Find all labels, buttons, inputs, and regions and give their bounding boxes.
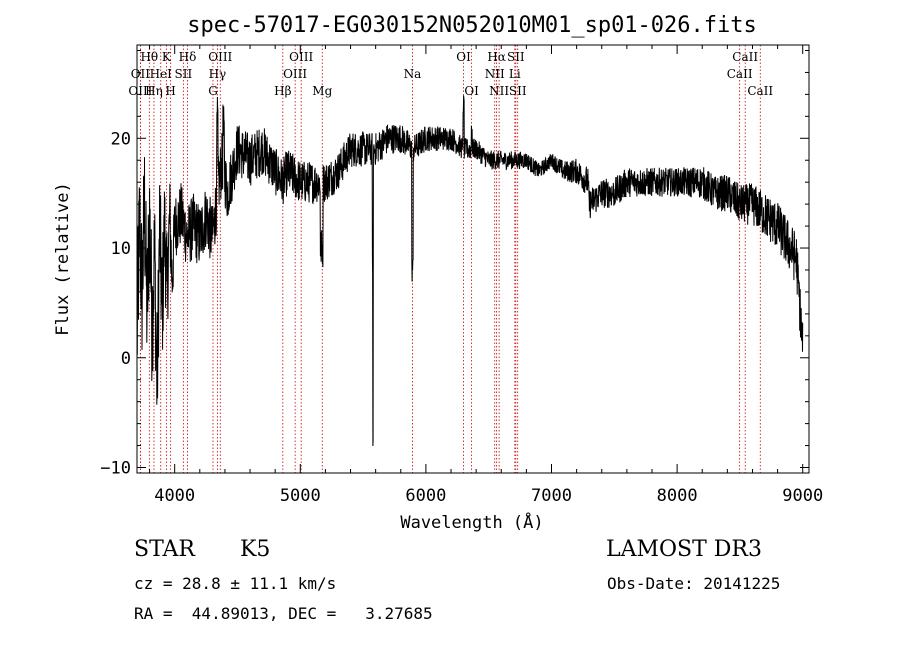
x-tick-label-2: 6000 bbox=[405, 486, 446, 506]
observation-date: Obs-Date: 20141225 bbox=[607, 574, 781, 593]
object-class: STAR bbox=[134, 537, 195, 562]
y-tick-label-1: 0 bbox=[121, 349, 131, 369]
x-tick-label-1: 5000 bbox=[280, 486, 321, 506]
marker-label-5: Hη bbox=[145, 84, 163, 98]
emission-line-labels: Hθ OII OIII K HeI Hη Hδ SII H OIII Hγ G OIII OIII Hβ Mg… bbox=[128, 50, 773, 98]
marker-label-14: Hβ bbox=[274, 84, 291, 98]
survey-name: LAMOST DR3 bbox=[606, 537, 762, 562]
x-axis-label: Wavelength (Å) bbox=[400, 511, 543, 533]
marker-label-15: Mg bbox=[312, 84, 332, 98]
marker-label-10: Hγ bbox=[209, 67, 227, 81]
marker-label-22: SII bbox=[507, 50, 525, 64]
x-tick-label-3: 7000 bbox=[531, 486, 572, 506]
redshift-cz: cz = 28.8 ± 11.1 km/s bbox=[134, 574, 337, 593]
marker-label-9: OIII bbox=[208, 50, 232, 64]
marker-label-13: OIII bbox=[283, 67, 307, 81]
x-tick-label-5: 9000 bbox=[782, 486, 823, 506]
y-tick-label-2: 10 bbox=[111, 239, 131, 259]
marker-label-24: SII bbox=[509, 84, 527, 98]
marker-label-3: K bbox=[162, 50, 172, 64]
marker-label-23: Li bbox=[509, 67, 521, 81]
x-axis-ticks: 4000 5000 6000 7000 8000 9000 bbox=[149, 45, 823, 506]
x-tick-label-4: 8000 bbox=[657, 486, 698, 506]
spectrum-series-line bbox=[136, 95, 804, 447]
marker-label-27: CaII bbox=[747, 84, 773, 98]
marker-label-11: G bbox=[208, 84, 218, 98]
ra-dec-coordinates: RA = 44.89013, DEC = 3.27685 bbox=[134, 604, 433, 623]
marker-label-17: OI bbox=[456, 50, 471, 64]
marker-label-6: Hδ bbox=[179, 50, 197, 64]
y-tick-label-3: 20 bbox=[111, 129, 131, 149]
marker-label-19: Hα bbox=[487, 50, 506, 64]
object-subclass: K5 bbox=[240, 537, 271, 562]
marker-label-8: H bbox=[165, 84, 175, 98]
marker-label-4: HeI bbox=[150, 67, 173, 81]
marker-label-20: NII bbox=[485, 67, 505, 81]
marker-label-16: Na bbox=[404, 67, 422, 81]
y-axis-ticks: −10 0 10 20 bbox=[100, 49, 809, 479]
marker-label-0: Hθ bbox=[140, 50, 158, 64]
emission-line-markers bbox=[139, 45, 761, 473]
marker-label-18: OI bbox=[464, 84, 479, 98]
plot-frame bbox=[136, 44, 810, 474]
marker-label-25: CaII bbox=[732, 50, 758, 64]
chart-title: spec-57017-EG030152N052010M01_sp01-026.f… bbox=[187, 13, 757, 38]
marker-label-7: SII bbox=[174, 67, 192, 81]
marker-label-1: OII bbox=[131, 67, 151, 81]
x-tick-label-0: 4000 bbox=[154, 486, 195, 506]
marker-label-21: NII bbox=[489, 84, 509, 98]
y-tick-label-0: −10 bbox=[100, 459, 131, 479]
marker-label-2: OIII bbox=[128, 84, 152, 98]
y-axis-label: Flux (relative) bbox=[53, 182, 73, 336]
marker-label-12: OIII bbox=[289, 50, 313, 64]
marker-label-26: CaII bbox=[727, 67, 753, 81]
